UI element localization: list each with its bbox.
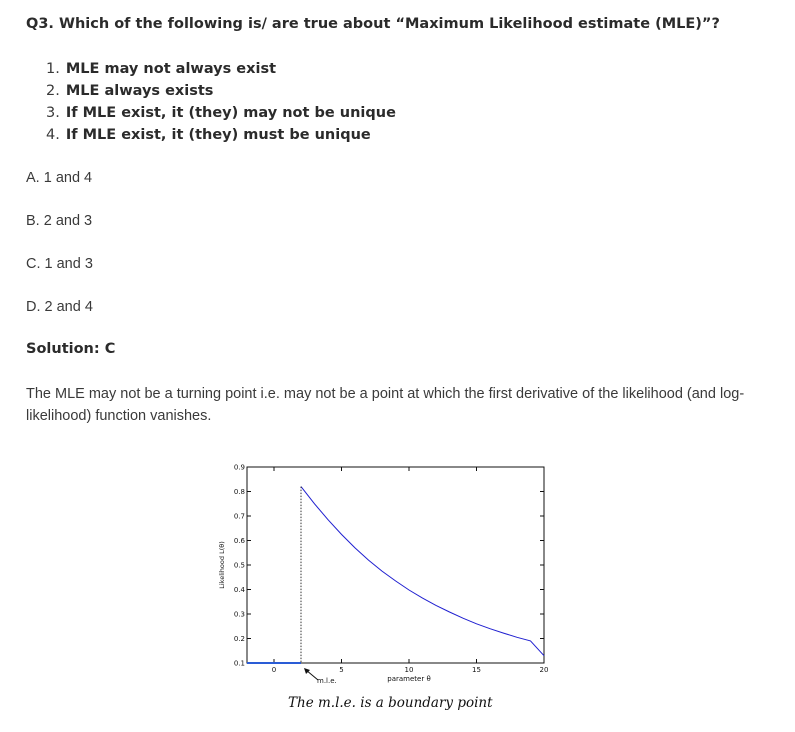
option-a[interactable]: A. 1 and 4 [26,170,93,186]
mle-annotation: m.l.e. [317,677,337,685]
statement-item: 4. If MLE exist, it (they) must be unique [46,127,371,143]
question-text: Q3. Which of the following is/ are true … [26,16,720,32]
statement-item: 1. MLE may not always exist [46,61,277,77]
series-line-1 [300,486,545,657]
x-tick-label: 5 [339,666,343,674]
x-tick-label: 10 [405,666,414,674]
y-axis-label: Likelihood L(θ) [218,541,226,589]
y-tick-label: 0.7 [234,513,245,521]
y-tick-label: 0.6 [234,537,246,545]
y-tick-label: 0.4 [234,586,246,594]
option-c[interactable]: C. 1 and 3 [26,256,93,272]
x-axis-label: parameter θ [387,675,430,683]
option-d[interactable]: D. 2 and 4 [26,299,93,315]
x-tick-label: 20 [540,666,549,674]
y-tick-label: 0.8 [234,488,245,496]
y-tick-label: 0.9 [234,464,245,472]
figure-caption: The m.l.e. is a boundary point [288,695,493,711]
y-tick-label: 0.3 [234,611,245,619]
solution-text: Solution: C [26,341,116,357]
y-tick-label: 0.2 [234,635,245,643]
x-tick-label: 15 [472,666,481,674]
option-b[interactable]: B. 2 and 3 [26,213,93,229]
plot-frame [246,466,545,664]
statement-item: 3. If MLE exist, it (they) may not be uni… [46,105,396,121]
statement-item: 2. MLE always exists [46,83,214,99]
y-tick-label: 0.5 [234,562,245,570]
x-tick-label: 0 [272,666,276,674]
likelihood-chart: 0.1 0.2 0.3 0.4 0.5 0.6 0.7 0.8 0.9 0 5 10 15 20 Like… [218,464,549,686]
explanation-text: The MLE may not be a turning point i.e. … [26,386,745,424]
statement-list: 1. MLE may not always exist 2. MLE always … [46,60,396,148]
y-tick-label: 0.1 [234,660,245,668]
mle-arrowhead [304,668,310,674]
